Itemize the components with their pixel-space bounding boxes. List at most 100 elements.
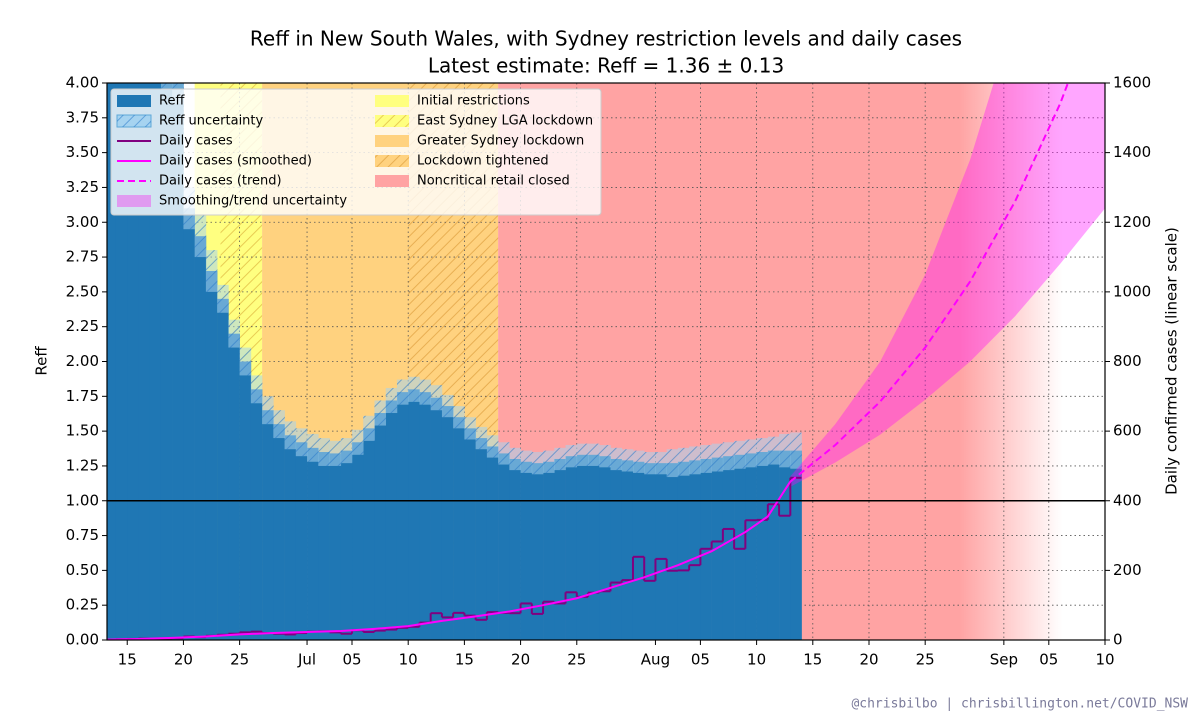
reff-uncertainty-hatch	[767, 436, 780, 465]
reff-bar	[205, 270, 218, 640]
legend-swatch-hatch	[117, 115, 151, 127]
y2-tick-label: 0	[1113, 631, 1123, 649]
reff-uncertainty-hatch	[790, 432, 802, 469]
reff-uncertainty-hatch	[453, 406, 465, 429]
reff-uncertainty-hatch	[711, 443, 724, 472]
reff-bar	[172, 83, 184, 640]
reff-uncertainty-hatch	[194, 215, 207, 258]
reff-uncertainty	[138, 20, 150, 62]
reff-bar	[194, 236, 207, 640]
reff-uncertainty-hatch	[138, 20, 150, 62]
reff-uncertainty-hatch	[352, 429, 364, 455]
reff-bar	[632, 461, 645, 640]
y2-tick-label: 600	[1113, 422, 1142, 440]
reff-bar	[295, 442, 308, 640]
reff-uncertainty-hatch	[262, 396, 274, 425]
reff-uncertainty-hatch	[374, 400, 387, 426]
legend-label: Greater Sydney lockdown	[417, 134, 584, 149]
reff-uncertainty-hatch	[644, 452, 656, 475]
reff-uncertainty-hatch	[105, 0, 117, 34]
reff-uncertainty-hatch	[284, 421, 297, 450]
reff-bar	[250, 389, 263, 640]
reff-uncertainty-hatch	[340, 438, 353, 464]
reff-uncertainty-hatch	[486, 435, 499, 458]
x-tick-label: 05	[1039, 651, 1058, 669]
reff-uncertainty-hatch	[430, 385, 443, 411]
reff-bar	[509, 458, 521, 640]
reff-uncertainty-hatch	[228, 319, 240, 348]
reff-bar	[610, 458, 623, 640]
reff-uncertainty-hatch	[329, 440, 342, 466]
legend-label: Initial restrictions	[417, 94, 530, 109]
reff-uncertainty-hatch	[745, 439, 757, 468]
reff-uncertainty-hatch	[127, 6, 139, 48]
reff-bar	[217, 298, 229, 640]
reff-bar	[599, 456, 611, 640]
reff-uncertainty-hatch	[700, 445, 712, 473]
legend-label: Reff uncertainty	[159, 114, 264, 129]
reff-bar	[734, 454, 746, 640]
reff-bar	[138, 83, 151, 640]
x-tick-label: 25	[567, 651, 586, 669]
x-tick-label: Jul	[297, 651, 316, 669]
reff-bar	[419, 392, 431, 640]
reff-uncertainty-hatch	[205, 250, 218, 292]
y-tick-label: 2.75	[66, 248, 99, 266]
y-tick-label: 2.50	[66, 282, 99, 300]
reff-uncertainty-hatch	[588, 443, 600, 466]
legend-swatch	[375, 175, 409, 187]
reff-bar	[340, 450, 353, 640]
reff-uncertainty-hatch	[318, 438, 330, 466]
legend: Reff Reff uncertainty Daily cases Daily cas…	[110, 88, 602, 216]
reff-bar	[318, 452, 330, 640]
reff-bar	[520, 461, 533, 640]
plot-area	[105, 0, 1105, 640]
reff-bar	[262, 410, 274, 640]
reff-uncertainty-hatch	[396, 379, 409, 405]
reff-bar	[677, 461, 690, 640]
y-tick-label: 0.50	[66, 561, 99, 579]
legend-label: Daily cases (trend)	[159, 174, 282, 189]
reff-uncertainty-hatch	[677, 447, 690, 476]
reff-bar	[655, 463, 667, 640]
smoothed-line	[107, 481, 792, 640]
reff-bar	[790, 450, 802, 640]
y2-tick-label: 1600	[1113, 74, 1151, 92]
x-tick-label: Sep	[990, 651, 1018, 669]
y-tick-label: 0.00	[66, 631, 99, 649]
x-tick-label: 20	[859, 651, 878, 669]
y-tick-label: 0.75	[66, 526, 99, 544]
y-tick-label: 3.50	[66, 143, 99, 161]
reff-bar	[430, 397, 443, 640]
reff-bar	[644, 463, 656, 640]
reff-uncertainty-hatch	[217, 284, 229, 313]
legend-label: Noncritical retail closed	[417, 174, 570, 189]
reff-uncertainty-hatch	[385, 387, 398, 414]
reff-bar	[464, 428, 476, 640]
reff-uncertainty-hatch	[565, 445, 578, 468]
reff-bar	[363, 428, 375, 640]
legend-label: Daily cases (smoothed)	[159, 154, 312, 169]
x-tick-label: 15	[118, 651, 137, 669]
x-tick-label: 20	[174, 651, 193, 669]
reff-uncertainty-hatch	[250, 375, 263, 404]
reff-uncertainty-hatch	[655, 452, 667, 475]
reff-bar	[352, 442, 364, 640]
reff-uncertainty-hatch	[576, 443, 589, 466]
reff-uncertainty-hatch	[295, 428, 308, 457]
reff-bar	[183, 208, 195, 640]
reff-uncertainty-hatch	[509, 447, 521, 471]
reff-uncertainty-hatch	[419, 379, 431, 405]
y-tick-label: 1.00	[66, 491, 99, 509]
reff-bar	[374, 413, 387, 640]
y-axis-label: Reff	[33, 346, 51, 376]
reff-uncertainty-hatch	[779, 433, 791, 468]
y-tick-label: 1.50	[66, 422, 99, 440]
reff-bar	[127, 83, 139, 640]
reff-uncertainty-hatch	[475, 426, 488, 450]
x-tick-label: Aug	[641, 651, 670, 669]
reff-uncertainty-hatch	[498, 442, 510, 465]
legend-swatch	[117, 95, 151, 107]
reff-uncertainty-hatch	[307, 433, 319, 462]
reff-uncertainty-hatch	[116, 0, 128, 34]
